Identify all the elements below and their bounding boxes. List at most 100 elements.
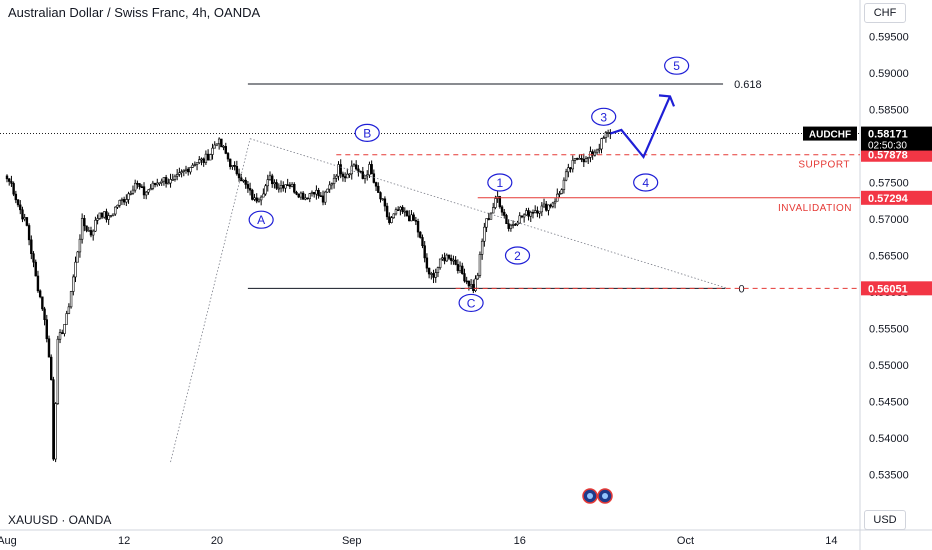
price-badge-text: 0.57294 xyxy=(868,193,909,205)
candle-body xyxy=(423,245,426,259)
x-tick-label: Oct xyxy=(677,535,694,547)
candle-body xyxy=(463,273,466,282)
candle-body xyxy=(346,173,349,179)
candle-body xyxy=(49,356,53,380)
candle-body xyxy=(266,179,269,187)
candle-body xyxy=(321,195,325,203)
candle-body xyxy=(270,175,274,185)
candle-body xyxy=(248,188,252,191)
candle-body xyxy=(569,167,572,170)
candle-body xyxy=(80,218,84,240)
candle-body xyxy=(103,211,106,218)
candle-body xyxy=(511,224,515,226)
candle-body xyxy=(127,193,130,200)
candle-body xyxy=(246,184,250,189)
candle-body xyxy=(447,254,451,259)
candles xyxy=(5,129,612,463)
candle-body xyxy=(476,275,479,280)
candle-body xyxy=(213,144,216,149)
candle-body xyxy=(505,215,508,225)
candle-body xyxy=(63,324,66,334)
candle-body xyxy=(21,209,24,220)
candle-body xyxy=(401,206,404,212)
candle-body xyxy=(226,153,230,160)
candle-body xyxy=(529,212,532,217)
event-flag-icon xyxy=(597,488,613,504)
compare-currency-button[interactable]: USD xyxy=(864,510,906,530)
candle-body xyxy=(379,192,382,200)
candle-body xyxy=(200,158,203,161)
candle-body xyxy=(138,183,141,187)
candle-body xyxy=(52,379,55,460)
candle-body xyxy=(580,158,583,160)
candle-body xyxy=(474,278,477,291)
candle-body xyxy=(140,186,144,188)
candle-body xyxy=(326,188,329,193)
candle-body xyxy=(290,184,294,187)
event-flag-dot xyxy=(587,493,593,499)
candle-body xyxy=(153,182,157,186)
candle-body xyxy=(538,211,541,214)
candle-body xyxy=(500,206,504,213)
candle-body xyxy=(8,178,11,182)
candle-body xyxy=(575,158,579,160)
candle-body xyxy=(38,290,42,298)
candle-body xyxy=(582,158,586,163)
candle-body xyxy=(385,205,389,218)
candle-body xyxy=(430,273,433,275)
candle-body xyxy=(593,151,597,156)
candle-body xyxy=(571,160,574,170)
candle-body xyxy=(198,159,201,163)
candle-body xyxy=(324,191,327,203)
candle-body xyxy=(542,203,546,207)
candle-body xyxy=(403,210,406,213)
candle-body xyxy=(237,173,241,179)
candle-body xyxy=(30,239,33,255)
candle-body xyxy=(105,211,108,220)
candle-body xyxy=(558,193,561,195)
current-price-text: 0.58171 xyxy=(868,129,908,141)
candle-body xyxy=(498,196,502,208)
candle-body xyxy=(100,212,104,218)
candle-body xyxy=(452,259,455,262)
wave-label-text: 1 xyxy=(496,176,503,190)
candle-body xyxy=(19,204,22,211)
candle-body xyxy=(405,210,409,217)
candle-body xyxy=(47,338,51,358)
candle-body xyxy=(171,179,174,181)
compare-symbol-label: XAUUSD · OANDA xyxy=(8,513,112,527)
candle-body xyxy=(480,240,484,255)
candle-body xyxy=(191,164,194,168)
candle-body xyxy=(348,173,351,176)
candle-body xyxy=(567,167,570,173)
candle-body xyxy=(107,215,110,220)
candle-body xyxy=(76,251,79,263)
candle-body xyxy=(578,158,581,160)
candle-body xyxy=(43,308,46,320)
candle-body xyxy=(122,199,126,203)
symbol-badge-bg xyxy=(803,126,857,141)
candle-body xyxy=(381,198,384,201)
candle-body xyxy=(516,222,519,225)
candle-body xyxy=(151,182,155,189)
candle-body xyxy=(182,170,185,172)
event-flag-icon xyxy=(582,488,598,504)
wave-label-text: 3 xyxy=(600,110,607,124)
currency-button[interactable]: CHF xyxy=(864,3,906,23)
candle-body xyxy=(12,183,15,195)
candle-body xyxy=(277,187,281,190)
candle-body xyxy=(562,179,566,191)
candle-body xyxy=(372,173,376,183)
wave-label-text: 2 xyxy=(514,249,521,263)
candle-body xyxy=(533,210,537,213)
candle-body xyxy=(27,225,31,241)
candle-body xyxy=(136,182,139,185)
price-badge-bg xyxy=(861,147,932,162)
candle-body xyxy=(399,206,402,211)
candle-body xyxy=(335,175,338,179)
candle-body xyxy=(421,237,424,247)
symbol-badge-text: AUDCHF xyxy=(809,130,851,141)
candle-body xyxy=(357,168,360,172)
wave-label-text: 5 xyxy=(673,59,680,73)
